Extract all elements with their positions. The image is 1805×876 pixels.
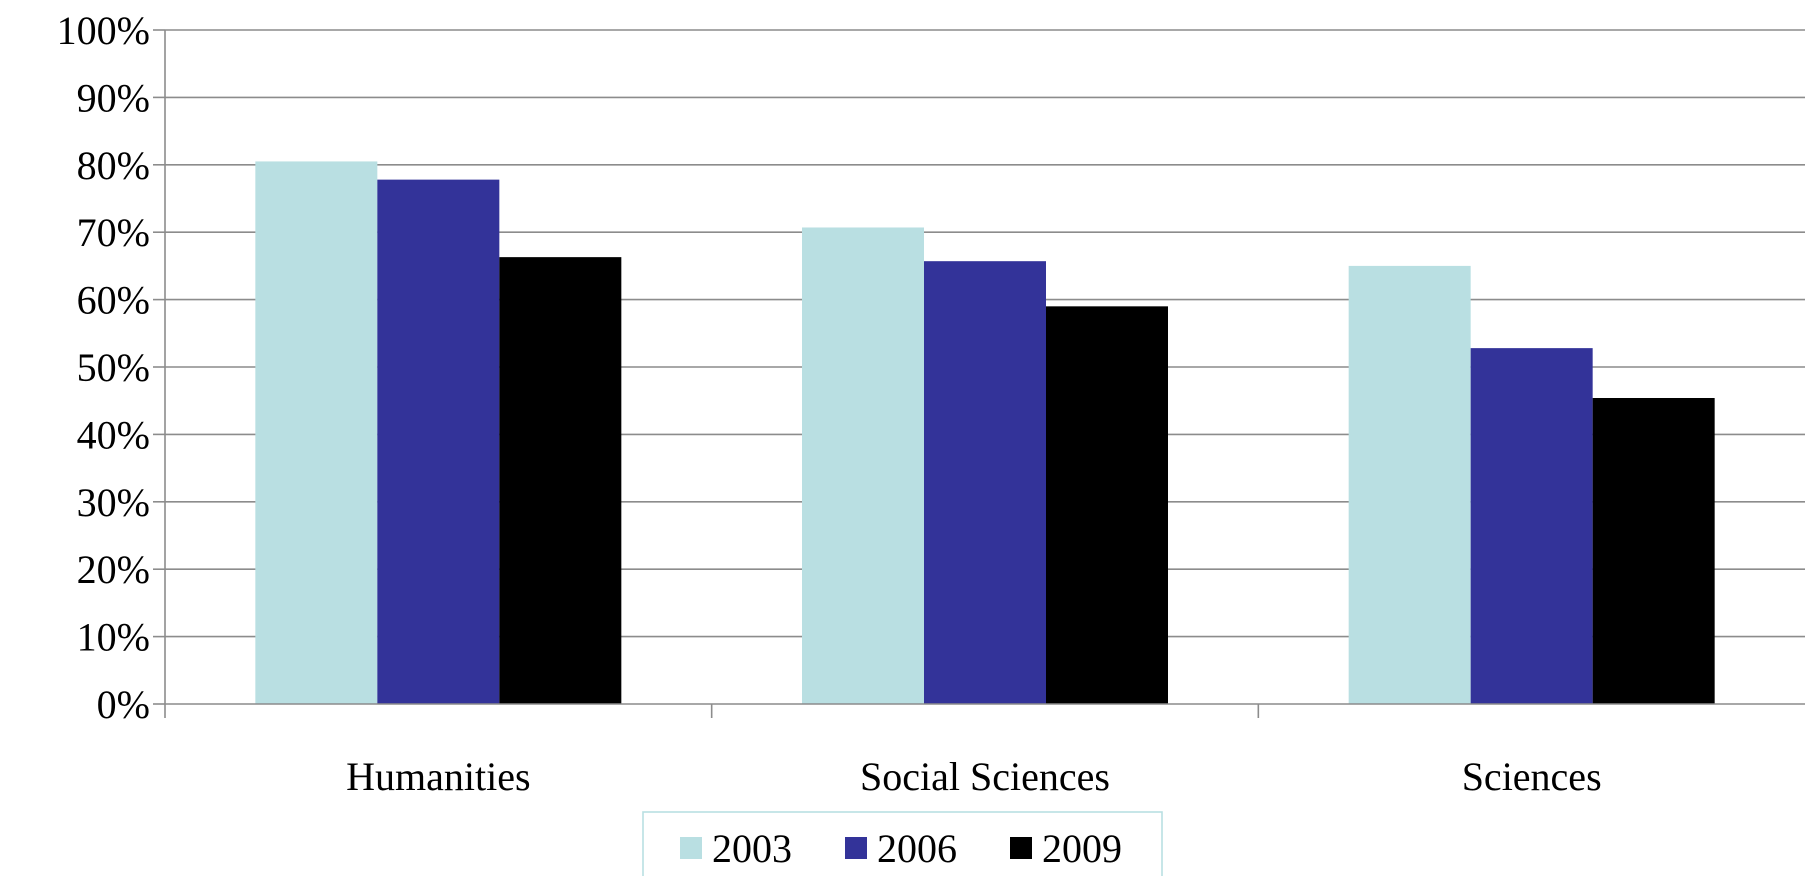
bars bbox=[255, 161, 1715, 705]
y-tick-label: 50% bbox=[77, 345, 150, 390]
y-tick-label: 20% bbox=[77, 547, 150, 592]
y-tick-label: 70% bbox=[77, 210, 150, 255]
bar-2006-social-sciences bbox=[924, 261, 1046, 704]
legend-swatch-2006 bbox=[845, 837, 867, 859]
bar-2003-social-sciences bbox=[802, 227, 924, 704]
y-tick-label: 10% bbox=[77, 615, 150, 660]
x-category-label: Social Sciences bbox=[860, 754, 1110, 799]
bar-2006-humanities bbox=[377, 179, 500, 705]
x-category-label: Sciences bbox=[1462, 754, 1602, 799]
legend-label-2006: 2006 bbox=[877, 826, 957, 871]
bar-2009-sciences bbox=[1592, 398, 1715, 704]
y-tick-label: 100% bbox=[57, 8, 150, 53]
bar-2003-sciences bbox=[1348, 265, 1471, 704]
y-tick-label: 40% bbox=[77, 412, 150, 457]
y-tick-label: 90% bbox=[77, 75, 150, 120]
y-tick-label: 0% bbox=[97, 682, 150, 727]
y-tick-label: 30% bbox=[77, 480, 150, 525]
bar-2006-sciences bbox=[1470, 348, 1593, 704]
x-axis bbox=[164, 30, 1805, 718]
y-tick-label: 80% bbox=[77, 143, 150, 188]
y-tick-label: 60% bbox=[77, 278, 150, 323]
x-category-label: Humanities bbox=[346, 754, 530, 799]
bar-2009-social-sciences bbox=[1046, 306, 1168, 704]
bar-2009-humanities bbox=[499, 257, 622, 704]
legend-swatch-2003 bbox=[680, 837, 702, 859]
legend-swatch-2009 bbox=[1010, 837, 1032, 859]
legend: 2003 2006 2009 bbox=[642, 811, 1163, 876]
legend-label-2003: 2003 bbox=[712, 826, 792, 871]
x-axis-category-labels: Humanities Social Sciences Sciences bbox=[346, 754, 1602, 799]
y-axis-tick-labels: 0% 10% 20% 30% 40% 50% 60% 70% 80% 90% 100% bbox=[57, 8, 150, 727]
bar-2003-humanities bbox=[255, 161, 378, 704]
legend-box bbox=[642, 811, 1163, 876]
legend-label-2009: 2009 bbox=[1042, 826, 1122, 871]
